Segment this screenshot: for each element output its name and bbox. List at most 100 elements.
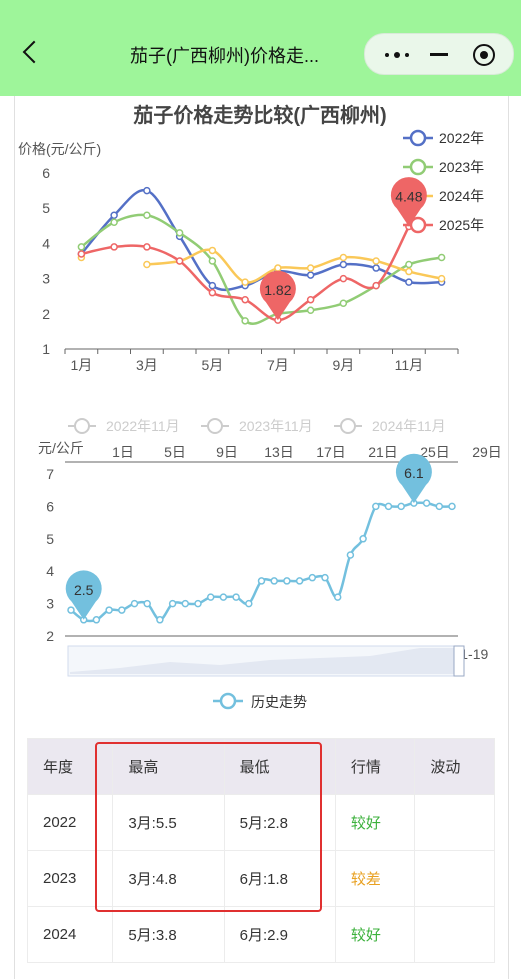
data-point [175,229,184,237]
data-point [283,577,291,585]
data-point [333,593,342,601]
data-point [405,267,413,276]
x-tick-label: 7月 [267,357,289,373]
series-line-2025年 [81,225,410,322]
legend-swatch-dot [340,418,356,434]
top-axis-label: 25日 [420,444,450,460]
col-trend: 行情 [334,738,416,795]
data-point [372,502,380,511]
data-point [448,502,456,511]
data-point [168,599,177,608]
y-tick-label: 4 [46,563,54,579]
top-axis-label: 21日 [368,444,398,460]
y-tick-label: 4 [42,235,50,251]
marker-label: 1.82 [264,282,291,298]
y-tick-label: 6 [42,165,50,181]
data-point [118,606,126,614]
y-tick-label: 7 [46,466,54,482]
back-button[interactable] [18,38,48,68]
marker-pin [65,570,102,620]
close-icon[interactable] [473,44,495,66]
data-point [194,599,202,608]
y-tick-label: 6 [46,498,54,514]
minimize-icon[interactable] [430,53,448,56]
data-point [405,278,413,286]
chart-title: 茄子价格走势比较(广西柳州) [132,103,386,127]
data-point [208,288,217,297]
data-point [208,246,217,255]
table-row: 2023 3月:4.8 6月:1.8 较差 [26,850,495,907]
legend-label: 2022年 [439,130,484,146]
legend-label: 2023年11月 [239,418,313,434]
marker-pin [390,177,427,227]
y-tick-label: 2 [46,628,54,644]
cell-high: 3月:5.5 [112,794,225,851]
marker-label: 2.5 [74,582,94,598]
data-point [437,274,446,283]
data-point [397,502,405,511]
data-point [339,274,348,283]
data-point [257,577,266,585]
y-tick-label: 5 [42,200,50,216]
y-tick-label: 5 [46,531,54,547]
marker-label: 4.48 [395,189,422,205]
data-point [110,243,118,251]
data-point [241,295,249,304]
cell-high: 5月:3.8 [112,906,225,963]
data-point [295,577,304,585]
data-point [339,253,348,262]
legend-swatch-dot [74,418,90,434]
nav-bar: 茄子(广西柳州)价格走... [0,0,521,96]
y-tick-label: 1 [42,341,50,357]
data-point [110,211,118,219]
more-icon[interactable] [385,52,411,58]
data-point [306,271,315,279]
data-point [321,573,329,582]
data-point [77,250,86,258]
x-tick-label: 11月 [395,357,424,373]
top-axis-label: 5日 [164,444,186,460]
data-point [156,616,164,624]
series-line-history [70,501,453,623]
cell-low: 6月:2.9 [223,906,336,963]
content-frame [14,96,509,979]
top-axis-label: 9日 [216,444,238,460]
data-point [306,264,315,272]
zoom-handle[interactable] [453,645,465,677]
top-axis-label: 17日 [316,444,346,460]
data-point [181,599,190,608]
data-point [232,593,240,601]
cell-year: 2024 [26,906,114,963]
value-marker: 4.48 [390,177,427,227]
data-point [384,502,393,511]
table-row: 2022 3月:5.5 5月:2.8 较好 [26,794,495,851]
cell-low: 6月:1.8 [223,850,336,907]
y-tick-label: 2 [42,306,50,322]
cell-low: 5月:2.8 [223,794,336,851]
series-line-2024年 [146,248,442,284]
legend-swatch-dot [409,158,427,176]
data-point [143,186,151,195]
top-axis-label: 1日 [112,444,134,460]
data-point [143,211,151,219]
y-axis-label: 价格(元/公斤) [18,141,101,157]
table-header-row: 年度 最高 最低 行情 波动 [26,738,495,795]
data-point [270,577,278,585]
x-tick-label: 9月 [332,357,354,373]
data-point [105,606,113,614]
data-point [339,299,348,307]
data-point [241,317,249,325]
legend-swatch-dot [207,418,223,434]
data-point [372,281,380,290]
col-high: 最高 [112,738,225,795]
data-point [208,281,217,290]
cell-high: 3月:4.8 [112,850,225,907]
data-point [422,499,431,507]
legend-swatch-dot [219,692,237,710]
data-point [130,599,139,608]
top-axis-label: 29日 [472,444,502,460]
data-point [208,257,217,265]
data-point [92,616,101,624]
mini-program-capsule [364,33,514,75]
value-marker: 1.82 [259,270,296,321]
